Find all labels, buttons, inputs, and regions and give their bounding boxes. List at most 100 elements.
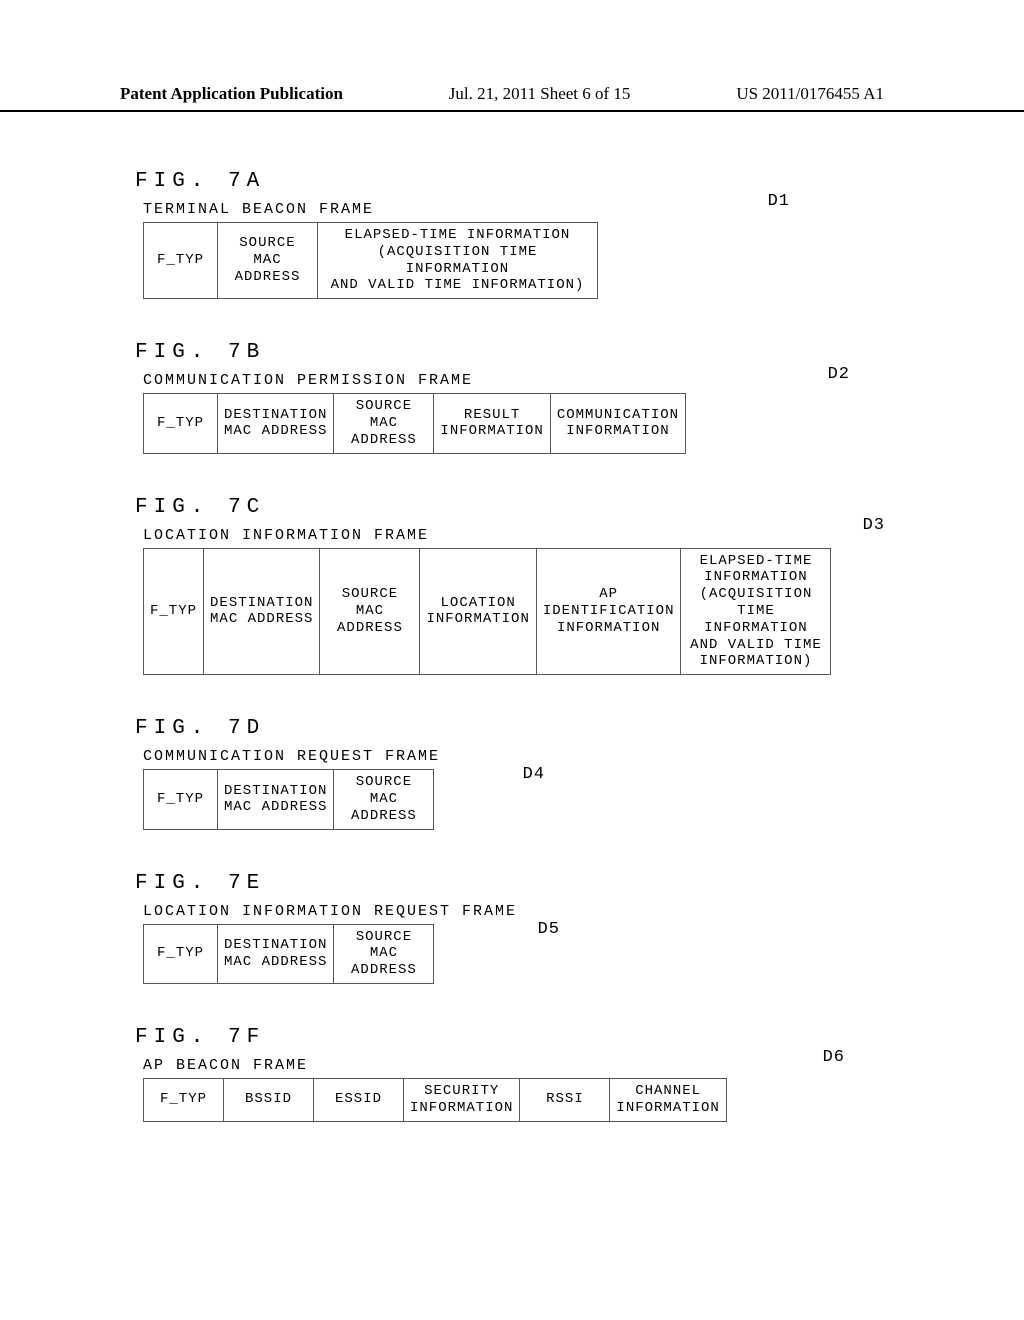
field-text: SOURCE MAC xyxy=(356,929,412,962)
field-text: INFORMATION xyxy=(557,620,660,636)
reference-label: D6 xyxy=(823,1048,845,1067)
figure-block: FIG. 7BCOMMUNICATION PERMISSION FRAMEF_T… xyxy=(135,341,895,453)
frame-field: APIDENTIFICATIONINFORMATION xyxy=(536,548,681,675)
field-text: INFORMATION xyxy=(704,620,807,636)
header-row: Patent Application Publication Jul. 21, … xyxy=(0,84,1024,104)
table-row: F_TYPBSSIDESSIDSECURITYINFORMATIONRSSICH… xyxy=(144,1078,727,1121)
publication-label: Patent Application Publication xyxy=(120,84,343,104)
field-text: (ACQUISITION TIME INFORMATION xyxy=(378,244,538,277)
frame-field: LOCATIONINFORMATION xyxy=(420,548,536,675)
frame-title: LOCATION INFORMATION REQUEST FRAME xyxy=(143,903,895,920)
frame-field: COMMUNICATIONINFORMATION xyxy=(550,394,685,453)
field-text: F_TYP xyxy=(160,1091,207,1107)
frame-field: SOURCE MACADDRESS xyxy=(334,770,434,829)
frame-structure-table: F_TYPDESTINATIONMAC ADDRESSSOURCE MACADD… xyxy=(143,393,686,453)
frame-field: DESTINATIONMAC ADDRESS xyxy=(218,394,334,453)
frame-field: F_TYP xyxy=(144,770,218,829)
field-text: DESTINATION xyxy=(224,937,327,953)
frame-field: ELAPSED-TIME INFORMATION(ACQUISITION TIM… xyxy=(318,223,598,299)
field-text: F_TYP xyxy=(157,791,204,807)
field-text: F_TYP xyxy=(157,415,204,431)
frame-field: SOURCE MACADDRESS xyxy=(334,394,434,453)
frame-title: AP BEACON FRAME xyxy=(143,1057,895,1074)
field-text: ADDRESS xyxy=(351,962,417,978)
figure-block: FIG. 7E LOCATION INFORMATION REQUEST FRAM… xyxy=(135,872,895,984)
field-text: ADDRESS xyxy=(351,432,417,448)
frame-field: SOURCE MACADDRESS xyxy=(320,548,420,675)
field-text: INFORMATION xyxy=(566,423,669,439)
field-text: AP xyxy=(599,586,618,602)
frame-structure-table: F_TYPDESTINATIONMAC ADDRESSSOURCE MACADD… xyxy=(143,769,434,829)
frame-field: ELAPSED-TIMEINFORMATION(ACQUISITION TIME… xyxy=(681,548,831,675)
frame-title: LOCATION INFORMATION FRAME xyxy=(143,527,895,544)
frame-structure-table: F_TYPDESTINATIONMAC ADDRESSSOURCE MACADD… xyxy=(143,924,434,984)
field-text: MAC ADDRESS xyxy=(224,423,327,439)
field-text: INFORMATION xyxy=(426,611,529,627)
field-text: (ACQUISITION TIME xyxy=(700,586,813,619)
field-text: ADDRESS xyxy=(235,269,301,285)
table-row: F_TYPDESTINATIONMAC ADDRESSSOURCE MACADD… xyxy=(144,548,831,675)
field-text: DESTINATION xyxy=(224,407,327,423)
field-text: INFORMATION xyxy=(704,569,807,585)
frame-title: COMMUNICATION PERMISSION FRAME xyxy=(143,372,895,389)
reference-label: D2 xyxy=(828,365,850,384)
field-text: IDENTIFICATION xyxy=(543,603,675,619)
figure-label: FIG. 7C xyxy=(135,496,895,519)
field-text: AND VALID TIME INFORMATION) xyxy=(331,277,585,293)
field-text: DESTINATION xyxy=(224,783,327,799)
field-text: INFORMATION xyxy=(616,1100,719,1116)
field-text: INFORMATION xyxy=(440,423,543,439)
frame-field: DESTINATIONMAC ADDRESS xyxy=(204,548,320,675)
frame-field: ESSID xyxy=(314,1078,404,1121)
frame-field: DESTINATIONMAC ADDRESS xyxy=(218,924,334,983)
frame-field: F_TYP xyxy=(144,548,204,675)
figure-label: FIG. 7D xyxy=(135,717,895,740)
frame-field: RESULTINFORMATION xyxy=(434,394,550,453)
field-text: DESTINATION xyxy=(210,595,313,611)
reference-label: D1 xyxy=(768,192,790,211)
field-text: SECURITY xyxy=(424,1083,499,1099)
figure-block: FIG. 7ATERMINAL BEACON FRAMEF_TYPSOURCE … xyxy=(135,170,895,299)
field-text: ADDRESS xyxy=(337,620,403,636)
frame-title: COMMUNICATION REQUEST FRAME xyxy=(143,748,895,765)
frame-field: RSSI xyxy=(520,1078,610,1121)
frame-field: SOURCE MACADDRESS xyxy=(218,223,318,299)
figure-block: FIG. 7D COMMUNICATION REQUEST FRAME F_TYP D… xyxy=(135,717,895,829)
figure-label: FIG. 7F xyxy=(135,1026,895,1049)
field-text: ADDRESS xyxy=(351,808,417,824)
figure-label: FIG. 7E xyxy=(135,872,895,895)
figures-container: FIG. 7ATERMINAL BEACON FRAMEF_TYPSOURCE … xyxy=(135,170,895,1164)
frame-structure-table: F_TYPSOURCE MACADDRESSELAPSED-TIME INFOR… xyxy=(143,222,598,299)
frame-field: F_TYP xyxy=(144,223,218,299)
field-text: LOCATION xyxy=(441,595,516,611)
field-text: F_TYP xyxy=(157,945,204,961)
table-row: F_TYPDESTINATIONMAC ADDRESSSOURCE MACADD… xyxy=(144,924,434,983)
field-text: F_TYP xyxy=(157,252,204,268)
field-text: INFORMATION xyxy=(410,1100,513,1116)
field-text: INFORMATION) xyxy=(700,653,813,669)
field-text: SOURCE MAC xyxy=(356,774,412,807)
field-text: AND VALID TIME xyxy=(690,637,822,653)
field-text: MAC ADDRESS xyxy=(224,954,327,970)
field-text: BSSID xyxy=(245,1091,292,1107)
reference-label: D4 xyxy=(523,765,545,784)
field-text: COMMUNICATION xyxy=(557,407,679,423)
frame-field: F_TYP xyxy=(144,924,218,983)
field-text: ELAPSED-TIME xyxy=(700,553,813,569)
field-text: ESSID xyxy=(335,1091,382,1107)
table-row: F_TYPDESTINATIONMAC ADDRESSSOURCE MACADD… xyxy=(144,394,686,453)
field-text: RESULT xyxy=(464,407,520,423)
reference-label: D3 xyxy=(863,516,885,535)
frame-field: DESTINATIONMAC ADDRESS xyxy=(218,770,334,829)
field-text: RSSI xyxy=(546,1091,584,1107)
reference-label: D5 xyxy=(538,920,560,939)
field-text: CHANNEL xyxy=(635,1083,701,1099)
frame-field: F_TYP xyxy=(144,394,218,453)
figure-block: FIG. 7CLOCATION INFORMATION FRAMEF_TYPDE… xyxy=(135,496,895,676)
frame-structure-table: F_TYPBSSIDESSIDSECURITYINFORMATIONRSSICH… xyxy=(143,1078,727,1122)
field-text: SOURCE MAC xyxy=(342,586,398,619)
frame-field: SECURITYINFORMATION xyxy=(404,1078,520,1121)
field-text: SOURCE MAC xyxy=(239,235,295,268)
frame-field: SOURCE MACADDRESS xyxy=(334,924,434,983)
field-text: SOURCE MAC xyxy=(356,398,412,431)
